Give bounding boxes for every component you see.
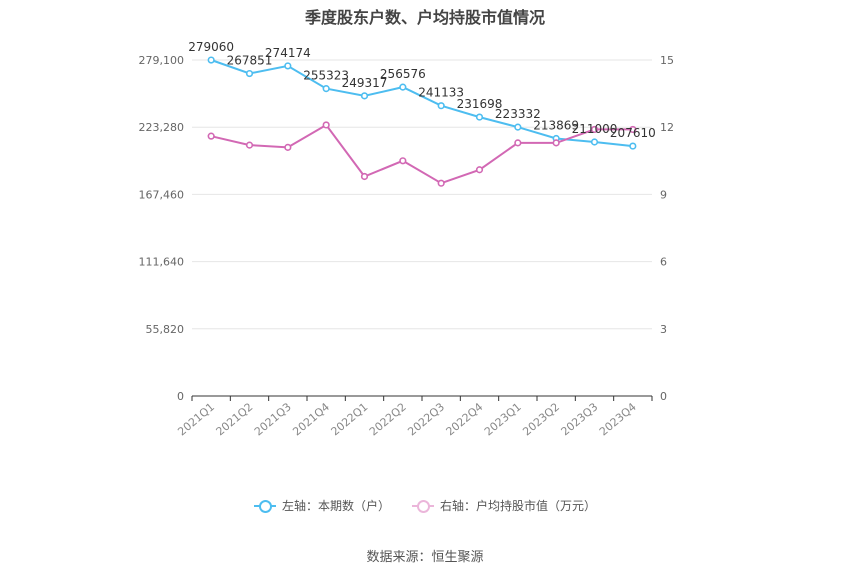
legend-label-households: 左轴：本期数（户）: [281, 499, 390, 513]
left-axis-tick-label: 0: [177, 390, 184, 403]
left-axis-tick-label: 111,640: [139, 256, 185, 269]
data-point-1: [629, 142, 637, 150]
right-axis-tick-label: 6: [660, 256, 667, 269]
series-line-2: [210, 123, 633, 185]
x-axis-tick-label: 2022Q1: [329, 400, 371, 438]
data-point-2: [322, 121, 330, 129]
x-axis-tick-label: 2021Q2: [214, 400, 256, 438]
x-axis-tick-label: 2022Q3: [405, 400, 447, 438]
data-point-2: [590, 125, 599, 134]
data-label: 207610: [610, 126, 656, 140]
right-axis-tick-label: 3: [660, 323, 667, 336]
x-axis-tick-label: 2023Q3: [559, 400, 601, 438]
right-axis-tick-label: 12: [660, 121, 674, 134]
legend-item-households[interactable]: 左轴：本期数（户）: [253, 497, 390, 514]
x-axis-tick-label: 2023Q1: [482, 400, 524, 438]
data-point-1: [207, 56, 215, 64]
right-axis-tick-label: 0: [660, 390, 667, 403]
legend-swatch-households: [253, 499, 276, 513]
x-axis-tick-label: 2021Q3: [252, 400, 294, 438]
right-axis-tick-label: 15: [660, 54, 674, 67]
data-point-1: [399, 83, 407, 91]
legend-label-avg-holding: 右轴：户均持股市值（万元）: [440, 499, 597, 513]
data-point-1: [590, 138, 599, 146]
x-axis-tick-label: 2023Q2: [520, 400, 562, 438]
data-label: 274174: [265, 46, 311, 60]
x-axis-tick-label: 2023Q4: [597, 400, 639, 438]
data-label: 255323: [303, 69, 349, 83]
data-label: 213869: [533, 119, 579, 133]
legend-swatch-avg-holding: [412, 499, 434, 513]
data-point-1: [360, 92, 369, 100]
legend-item-avg-holding[interactable]: 右轴：户均持股市值（万元）: [412, 497, 596, 514]
data-label: 223332: [495, 107, 541, 121]
data-point-2: [399, 157, 407, 165]
data-point-2: [552, 139, 560, 147]
left-axis-tick-label: 279,100: [139, 54, 185, 67]
data-source: 数据来源：恒生聚源: [366, 550, 484, 565]
data-point-2: [207, 132, 215, 140]
data-point-2: [475, 166, 484, 174]
chart-title: 季度股东户数、户均持股市值情况: [304, 8, 545, 27]
left-axis-tick-label: 55,820: [146, 323, 185, 336]
legend: 左轴：本期数（户） 右轴：户均持股市值（万元）: [0, 497, 850, 514]
data-point-2: [437, 179, 445, 187]
data-label: 256576: [380, 67, 426, 81]
data-point-1: [437, 102, 445, 110]
data-point-1: [475, 113, 484, 121]
series-line-1: [210, 59, 633, 148]
right-axis-tick-label: 9: [660, 188, 667, 201]
data-label: 231698: [457, 97, 503, 111]
x-axis-tick-label: 2022Q4: [444, 400, 486, 438]
data-label: 211000: [572, 122, 618, 136]
data-label: 267851: [227, 54, 273, 68]
x-axis-tick-label: 2022Q2: [367, 400, 409, 438]
data-point-1: [284, 62, 292, 70]
x-axis-tick-label: 2021Q1: [175, 400, 217, 438]
data-point-2: [360, 172, 369, 181]
data-label: 241133: [418, 86, 464, 100]
x-axis-tick-label: 2021Q4: [290, 400, 332, 438]
data-point-1: [322, 85, 330, 93]
data-label: 249317: [342, 76, 388, 90]
data-point-2: [284, 143, 292, 151]
data-point-1: [245, 69, 254, 78]
data-point-1: [514, 123, 522, 131]
data-point-2: [514, 139, 522, 147]
data-point-2: [629, 125, 637, 134]
data-label: 279060: [188, 40, 234, 54]
left-axis-tick-label: 223,280: [139, 121, 185, 134]
data-point-2: [245, 141, 254, 149]
left-axis-tick-label: 167,460: [139, 188, 185, 201]
